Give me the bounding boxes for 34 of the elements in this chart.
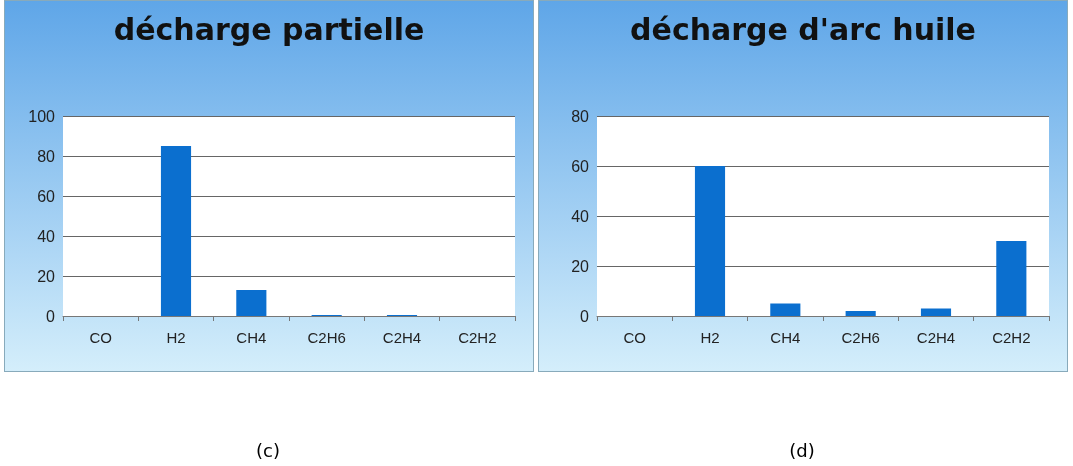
- y-tick-label: 80: [37, 147, 56, 165]
- chart-title: décharge partielle: [113, 11, 425, 47]
- text: (d): [789, 440, 815, 461]
- x-tick-label: CO: [623, 329, 646, 346]
- bar: [236, 290, 267, 316]
- text: (c): [256, 440, 280, 461]
- bar: [694, 166, 726, 316]
- y-tick-label: 20: [571, 257, 590, 275]
- x-tick-label: CO: [89, 329, 112, 346]
- x-tick-label: H2: [166, 329, 186, 346]
- bar: [845, 311, 876, 316]
- x-tick-label: C2H6: [841, 329, 880, 346]
- x-tick-label: C2H4: [382, 329, 422, 346]
- x-tick-label: C2H2: [992, 329, 1031, 346]
- x-tick-label: C2H6: [307, 329, 346, 346]
- x-tick-label: CH4: [236, 329, 267, 346]
- y-tick-label: 60: [37, 187, 56, 205]
- x-tick-label: C2H2: [458, 329, 497, 346]
- y-tick-label: 80: [571, 107, 590, 125]
- y-tick-label: 40: [37, 227, 56, 245]
- bar: [920, 308, 952, 316]
- y-tick-label: 20: [37, 267, 56, 285]
- y-tick-label: 40: [571, 207, 590, 225]
- bar: [160, 146, 192, 316]
- y-tick-label: 100: [28, 107, 56, 125]
- x-tick-label: H2: [700, 329, 720, 346]
- bar: [770, 303, 801, 316]
- y-tick-label: 0: [580, 307, 590, 325]
- y-tick-label: 60: [571, 157, 590, 175]
- bar: [996, 241, 1027, 316]
- x-tick-label: CH4: [770, 329, 801, 346]
- x-tick-label: C2H4: [916, 329, 956, 346]
- y-tick-label: 0: [46, 307, 56, 325]
- chart-title: décharge d'arc huile: [630, 11, 976, 47]
